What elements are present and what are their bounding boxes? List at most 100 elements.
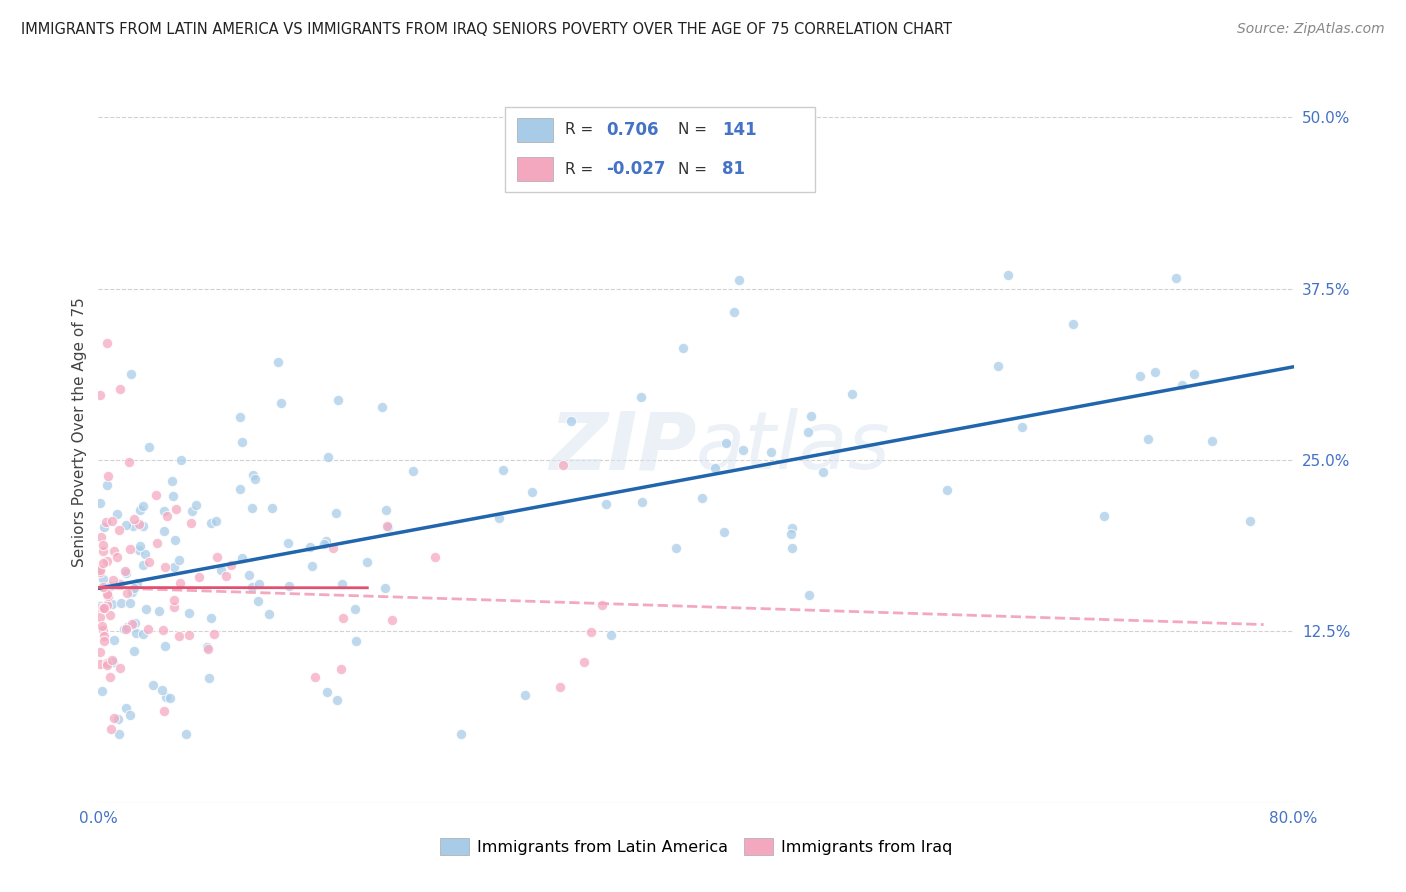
Point <box>101 656 124 670</box>
Point <box>315 534 337 549</box>
FancyBboxPatch shape <box>505 107 815 192</box>
Point <box>101 597 124 611</box>
Point <box>170 453 193 467</box>
Point <box>219 558 242 573</box>
Point <box>247 594 270 608</box>
Point <box>247 576 270 591</box>
Point <box>630 494 652 508</box>
Point <box>780 521 803 535</box>
Point <box>89 599 111 613</box>
Point <box>129 503 152 517</box>
Point <box>374 582 396 596</box>
Point <box>811 465 834 479</box>
Point <box>115 622 138 636</box>
Point <box>120 708 142 723</box>
Point <box>105 550 128 565</box>
Point <box>110 596 132 610</box>
Point <box>188 570 211 584</box>
Point <box>156 508 179 523</box>
Point <box>166 501 188 516</box>
FancyBboxPatch shape <box>517 118 553 142</box>
Point <box>96 587 118 601</box>
Point <box>96 658 118 673</box>
Point <box>202 627 225 641</box>
Point <box>124 644 146 658</box>
Point <box>180 516 202 531</box>
Point <box>704 460 727 475</box>
Point <box>1171 378 1194 392</box>
Point <box>145 535 167 549</box>
Point <box>800 409 823 423</box>
Point <box>162 475 184 489</box>
Text: IMMIGRANTS FROM LATIN AMERICA VS IMMIGRANTS FROM IRAQ SENIORS POVERTY OVER THE A: IMMIGRANTS FROM LATIN AMERICA VS IMMIGRA… <box>21 22 952 37</box>
Point <box>128 543 150 558</box>
Point <box>1182 367 1205 381</box>
Point <box>316 450 339 464</box>
Point <box>266 355 288 369</box>
Text: N =: N = <box>678 122 711 137</box>
Point <box>780 526 803 541</box>
Point <box>124 615 146 630</box>
Point <box>118 455 141 469</box>
Point <box>153 704 176 718</box>
Point <box>245 472 267 486</box>
Point <box>114 622 136 636</box>
Point <box>169 576 191 591</box>
Point <box>377 519 399 533</box>
Point <box>91 579 114 593</box>
Point <box>492 463 515 477</box>
Point <box>91 572 114 586</box>
Point <box>89 657 111 671</box>
Point <box>560 414 582 428</box>
Point <box>513 689 536 703</box>
Point <box>96 598 118 612</box>
Point <box>107 727 129 741</box>
Point <box>103 633 125 648</box>
Point <box>127 576 149 591</box>
Point <box>152 504 174 518</box>
Point <box>153 560 176 574</box>
Point <box>371 400 394 414</box>
Point <box>242 468 264 483</box>
Point <box>91 538 114 552</box>
Point <box>114 565 136 579</box>
Point <box>89 601 111 615</box>
Point <box>91 601 114 615</box>
Point <box>96 478 118 492</box>
Point <box>138 440 160 454</box>
Point <box>174 727 197 741</box>
Point <box>841 387 863 401</box>
Text: R =: R = <box>565 122 598 137</box>
Point <box>91 543 114 558</box>
Point <box>229 483 252 497</box>
Point <box>93 600 115 615</box>
Point <box>723 305 745 319</box>
Point <box>100 723 122 737</box>
Point <box>91 556 114 570</box>
Text: 0.706: 0.706 <box>606 120 659 139</box>
Point <box>89 645 111 659</box>
Point <box>316 684 339 698</box>
Point <box>120 367 142 381</box>
Point <box>231 551 253 566</box>
Point <box>121 585 143 599</box>
Point <box>200 611 222 625</box>
Point <box>690 491 713 505</box>
Point <box>90 530 112 544</box>
Text: N =: N = <box>678 161 711 177</box>
Point <box>205 549 228 564</box>
Point <box>103 574 125 588</box>
Legend: Immigrants from Latin America, Immigrants from Iraq: Immigrants from Latin America, Immigrant… <box>433 832 959 862</box>
Point <box>581 624 603 639</box>
Point <box>125 625 148 640</box>
Point <box>277 536 299 550</box>
Point <box>101 514 124 528</box>
Point <box>89 565 111 579</box>
Point <box>98 607 121 622</box>
Point <box>93 629 115 643</box>
Point <box>145 487 167 501</box>
Point <box>548 681 571 695</box>
Point <box>120 596 142 610</box>
Text: R =: R = <box>565 161 598 177</box>
Point <box>163 559 186 574</box>
